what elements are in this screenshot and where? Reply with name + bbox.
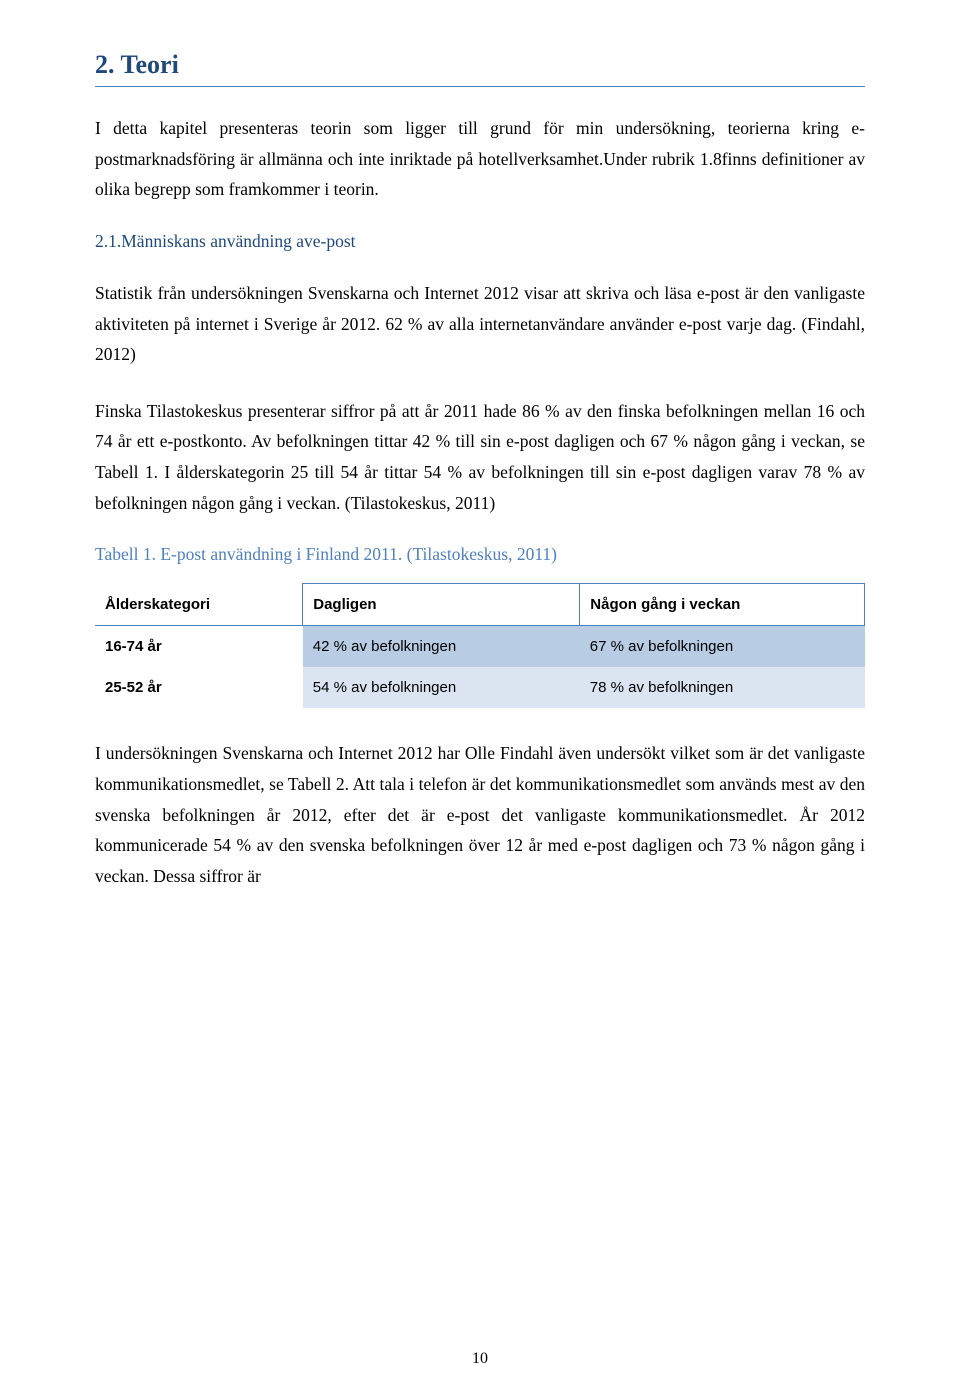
body-paragraph-1: Statistik från undersökningen Svenskarna… [95, 278, 865, 370]
table-cell: 78 % av befolkningen [580, 667, 865, 708]
table-cell: 42 % av befolkningen [303, 626, 580, 668]
table-cell: 16-74 år [95, 626, 303, 668]
table-row: 16-74 år 42 % av befolkningen 67 % av be… [95, 626, 865, 668]
body-paragraph-2: Finska Tilastokeskus presenterar siffror… [95, 396, 865, 519]
table-header-cell: Någon gång i veckan [580, 584, 865, 626]
heading-rule [95, 86, 865, 87]
section-heading: 2. Teori [95, 50, 865, 80]
table-header-cell: Ålderskategori [95, 584, 303, 626]
table-row: 25-52 år 54 % av befolkningen 78 % av be… [95, 667, 865, 708]
table-cell: 54 % av befolkningen [303, 667, 580, 708]
table-caption: Tabell 1. E-post användning i Finland 20… [95, 544, 865, 565]
email-usage-table: Ålderskategori Dagligen Någon gång i vec… [95, 583, 865, 708]
intro-paragraph: I detta kapitel presenteras teorin som l… [95, 113, 865, 205]
table-header-row: Ålderskategori Dagligen Någon gång i vec… [95, 584, 865, 626]
table-cell: 67 % av befolkningen [580, 626, 865, 668]
page-number: 10 [0, 1350, 960, 1368]
body-paragraph-3: I undersökningen Svenskarna och Internet… [95, 738, 865, 891]
table-header-cell: Dagligen [303, 584, 580, 626]
subsection-heading: 2.1.Människans användning ave-post [95, 231, 865, 252]
table-cell: 25-52 år [95, 667, 303, 708]
